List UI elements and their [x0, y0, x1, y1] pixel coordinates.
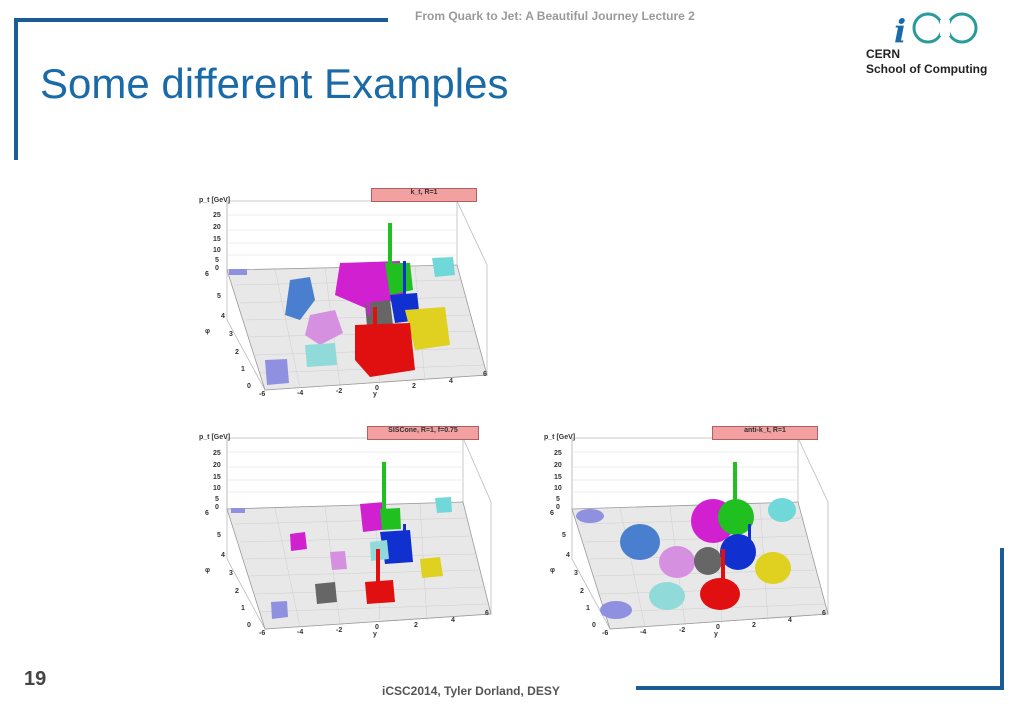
phi-tick: 6	[550, 510, 554, 517]
phi-tick: 0	[247, 622, 251, 629]
y-tick: -2	[679, 627, 686, 634]
pt-tick: 15	[213, 236, 221, 243]
plot-title-kt: k_t, R=1	[371, 188, 477, 202]
pt-tick: 5	[215, 496, 219, 503]
pt-tick: 15	[554, 474, 562, 481]
pt-tick: 5	[215, 257, 219, 264]
pt-tick: 20	[554, 462, 562, 469]
pt-axis-label: p_t [GeV]	[199, 197, 231, 204]
pt-tick: 25	[213, 212, 221, 219]
slide-number: 19	[24, 668, 47, 690]
y-tick: -6	[602, 630, 609, 637]
phi-tick: 5	[562, 532, 566, 539]
pt-tick: 25	[213, 450, 221, 457]
y-axis-label: y	[373, 391, 377, 398]
y-tick: 0	[375, 385, 379, 392]
lego-plot-kt-graphic	[195, 185, 495, 400]
plot-title-siscone: SISCone, R=1, f=0.75	[367, 426, 479, 440]
phi-tick: 0	[592, 622, 596, 629]
pt-tick: 20	[213, 224, 221, 231]
phi-tick: 4	[221, 313, 225, 320]
pt-tick: 10	[213, 247, 221, 254]
pt-tick: 10	[213, 485, 221, 492]
phi-tick: 2	[235, 588, 239, 595]
y-tick: 4	[788, 617, 792, 624]
phi-axis-label: φ	[205, 567, 211, 574]
y-tick: -2	[336, 388, 343, 395]
pt-axis-label: p_t [GeV]	[544, 434, 576, 441]
y-tick: 2	[412, 383, 416, 390]
y-tick: 6	[485, 610, 489, 617]
lego-plot-antikt-graphic	[571, 437, 829, 630]
phi-tick: 4	[221, 552, 225, 559]
icsc-logo: i	[866, 8, 1016, 84]
phi-tick: 5	[217, 532, 221, 539]
y-axis-label: y	[373, 631, 377, 638]
phi-tick: 4	[566, 552, 570, 559]
y-axis-label: y	[714, 631, 718, 638]
lego-plot-antikt: anti-k_t, R=1 p_t [GeV] 25 20 15 10 5 0 …	[540, 424, 840, 644]
phi-tick: 2	[580, 588, 584, 595]
lecture-header: From Quark to Jet: A Beautiful Journey L…	[415, 9, 695, 23]
y-tick: -6	[259, 630, 266, 637]
y-tick: -4	[297, 629, 304, 636]
pt-tick: 15	[213, 474, 221, 481]
phi-tick: 0	[247, 383, 251, 390]
phi-tick: 3	[574, 570, 578, 577]
phi-tick: 1	[241, 605, 245, 612]
phi-tick: 1	[241, 366, 245, 373]
y-tick: -2	[336, 627, 343, 634]
lego-plot-siscone-graphic	[226, 437, 492, 630]
y-tick: 4	[451, 617, 455, 624]
phi-tick: 3	[229, 331, 233, 338]
logo-school-text: School of Computing	[866, 62, 988, 76]
logo-cern-text: CERN	[866, 47, 901, 61]
page-title: Some different Examples	[40, 60, 509, 107]
svg-text:i: i	[894, 12, 906, 50]
frame-bottom-line	[636, 686, 1004, 690]
frame-right-line	[1000, 548, 1004, 690]
pt-tick: 0	[215, 504, 219, 511]
lego-plot-kt: k_t, R=1 p_t [GeV] 25 20 15 10 5 0 6 5 4…	[195, 185, 495, 400]
y-tick: 2	[752, 622, 756, 629]
pt-tick: 10	[554, 485, 562, 492]
pt-tick: 20	[213, 462, 221, 469]
y-tick: 2	[414, 622, 418, 629]
y-tick: -4	[297, 390, 304, 397]
pt-tick: 5	[556, 496, 560, 503]
y-tick: -6	[259, 391, 266, 398]
pt-tick: 0	[556, 504, 560, 511]
phi-axis-label: φ	[205, 328, 211, 335]
y-tick: 6	[483, 371, 487, 378]
y-tick: 4	[449, 378, 453, 385]
icsc-logo-mark: i	[894, 12, 978, 50]
phi-tick: 1	[586, 605, 590, 612]
y-tick: 0	[716, 624, 720, 631]
frame-left-line	[14, 18, 18, 160]
footer-credit: iCSC2014, Tyler Dorland, DESY	[382, 684, 560, 698]
frame-top-line	[14, 18, 388, 22]
y-tick: 0	[375, 624, 379, 631]
phi-tick: 3	[229, 570, 233, 577]
phi-tick: 5	[217, 293, 221, 300]
pt-axis-label: p_t [GeV]	[199, 434, 231, 441]
phi-axis-label: φ	[550, 567, 556, 574]
phi-tick: 6	[205, 271, 209, 278]
pt-tick: 0	[215, 265, 219, 272]
phi-tick: 2	[235, 349, 239, 356]
pt-tick: 25	[554, 450, 562, 457]
plot-title-antikt: anti-k_t, R=1	[712, 426, 818, 440]
phi-tick: 6	[205, 510, 209, 517]
lego-plot-siscone: SISCone, R=1, f=0.75 p_t [GeV] 25 20 15 …	[195, 424, 495, 644]
y-tick: 6	[822, 610, 826, 617]
y-tick: -4	[640, 629, 647, 636]
